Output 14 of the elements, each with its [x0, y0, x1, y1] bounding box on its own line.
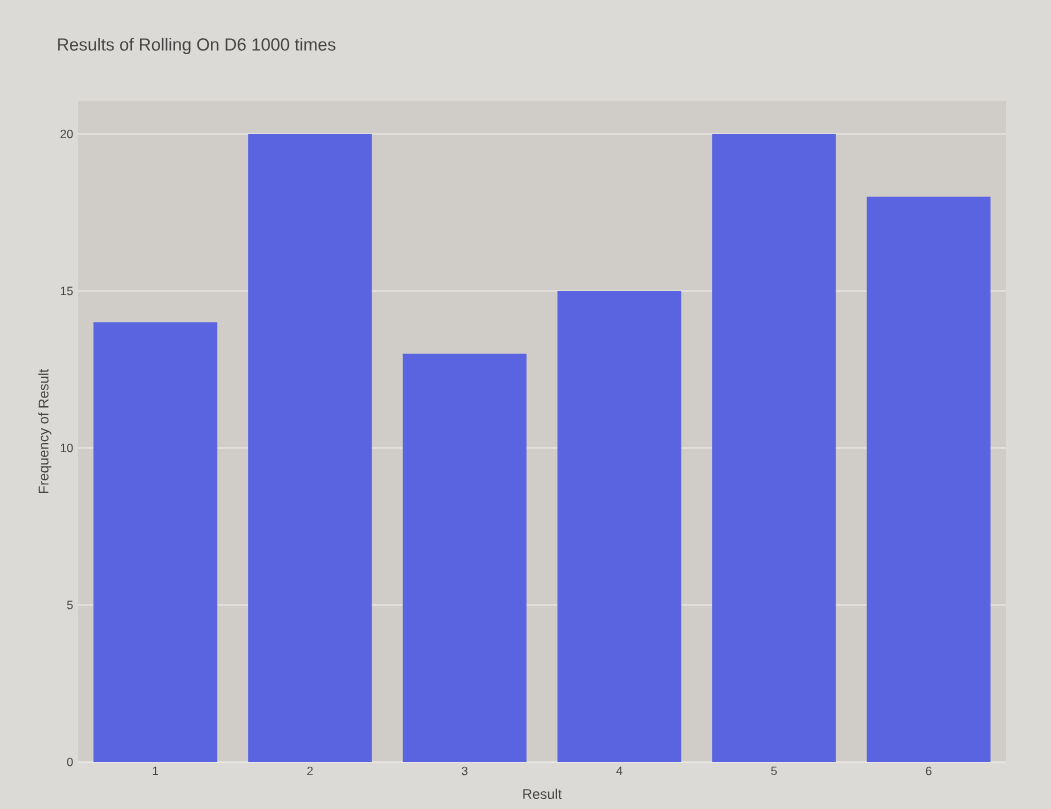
y-tick-label: 5 — [67, 600, 73, 610]
chart-title: Results of Rolling On D6 1000 times — [58, 37, 336, 55]
x-tick-label: 5 — [771, 766, 777, 776]
y-tick-label: 20 — [60, 129, 73, 139]
y-tick-label: 15 — [60, 286, 73, 296]
x-tick-label: 1 — [152, 766, 159, 775]
y-tick-label: 10 — [60, 443, 73, 453]
x-axis-title: Result — [523, 788, 562, 799]
x-tick-label: 3 — [461, 766, 468, 776]
y-tick-label: 0 — [67, 757, 73, 767]
x-tick-label: 4 — [616, 766, 623, 775]
x-tick-label: 6 — [925, 766, 932, 776]
y-axis-title: Frequency of Result — [38, 368, 52, 493]
x-tick-label: 2 — [307, 766, 313, 776]
